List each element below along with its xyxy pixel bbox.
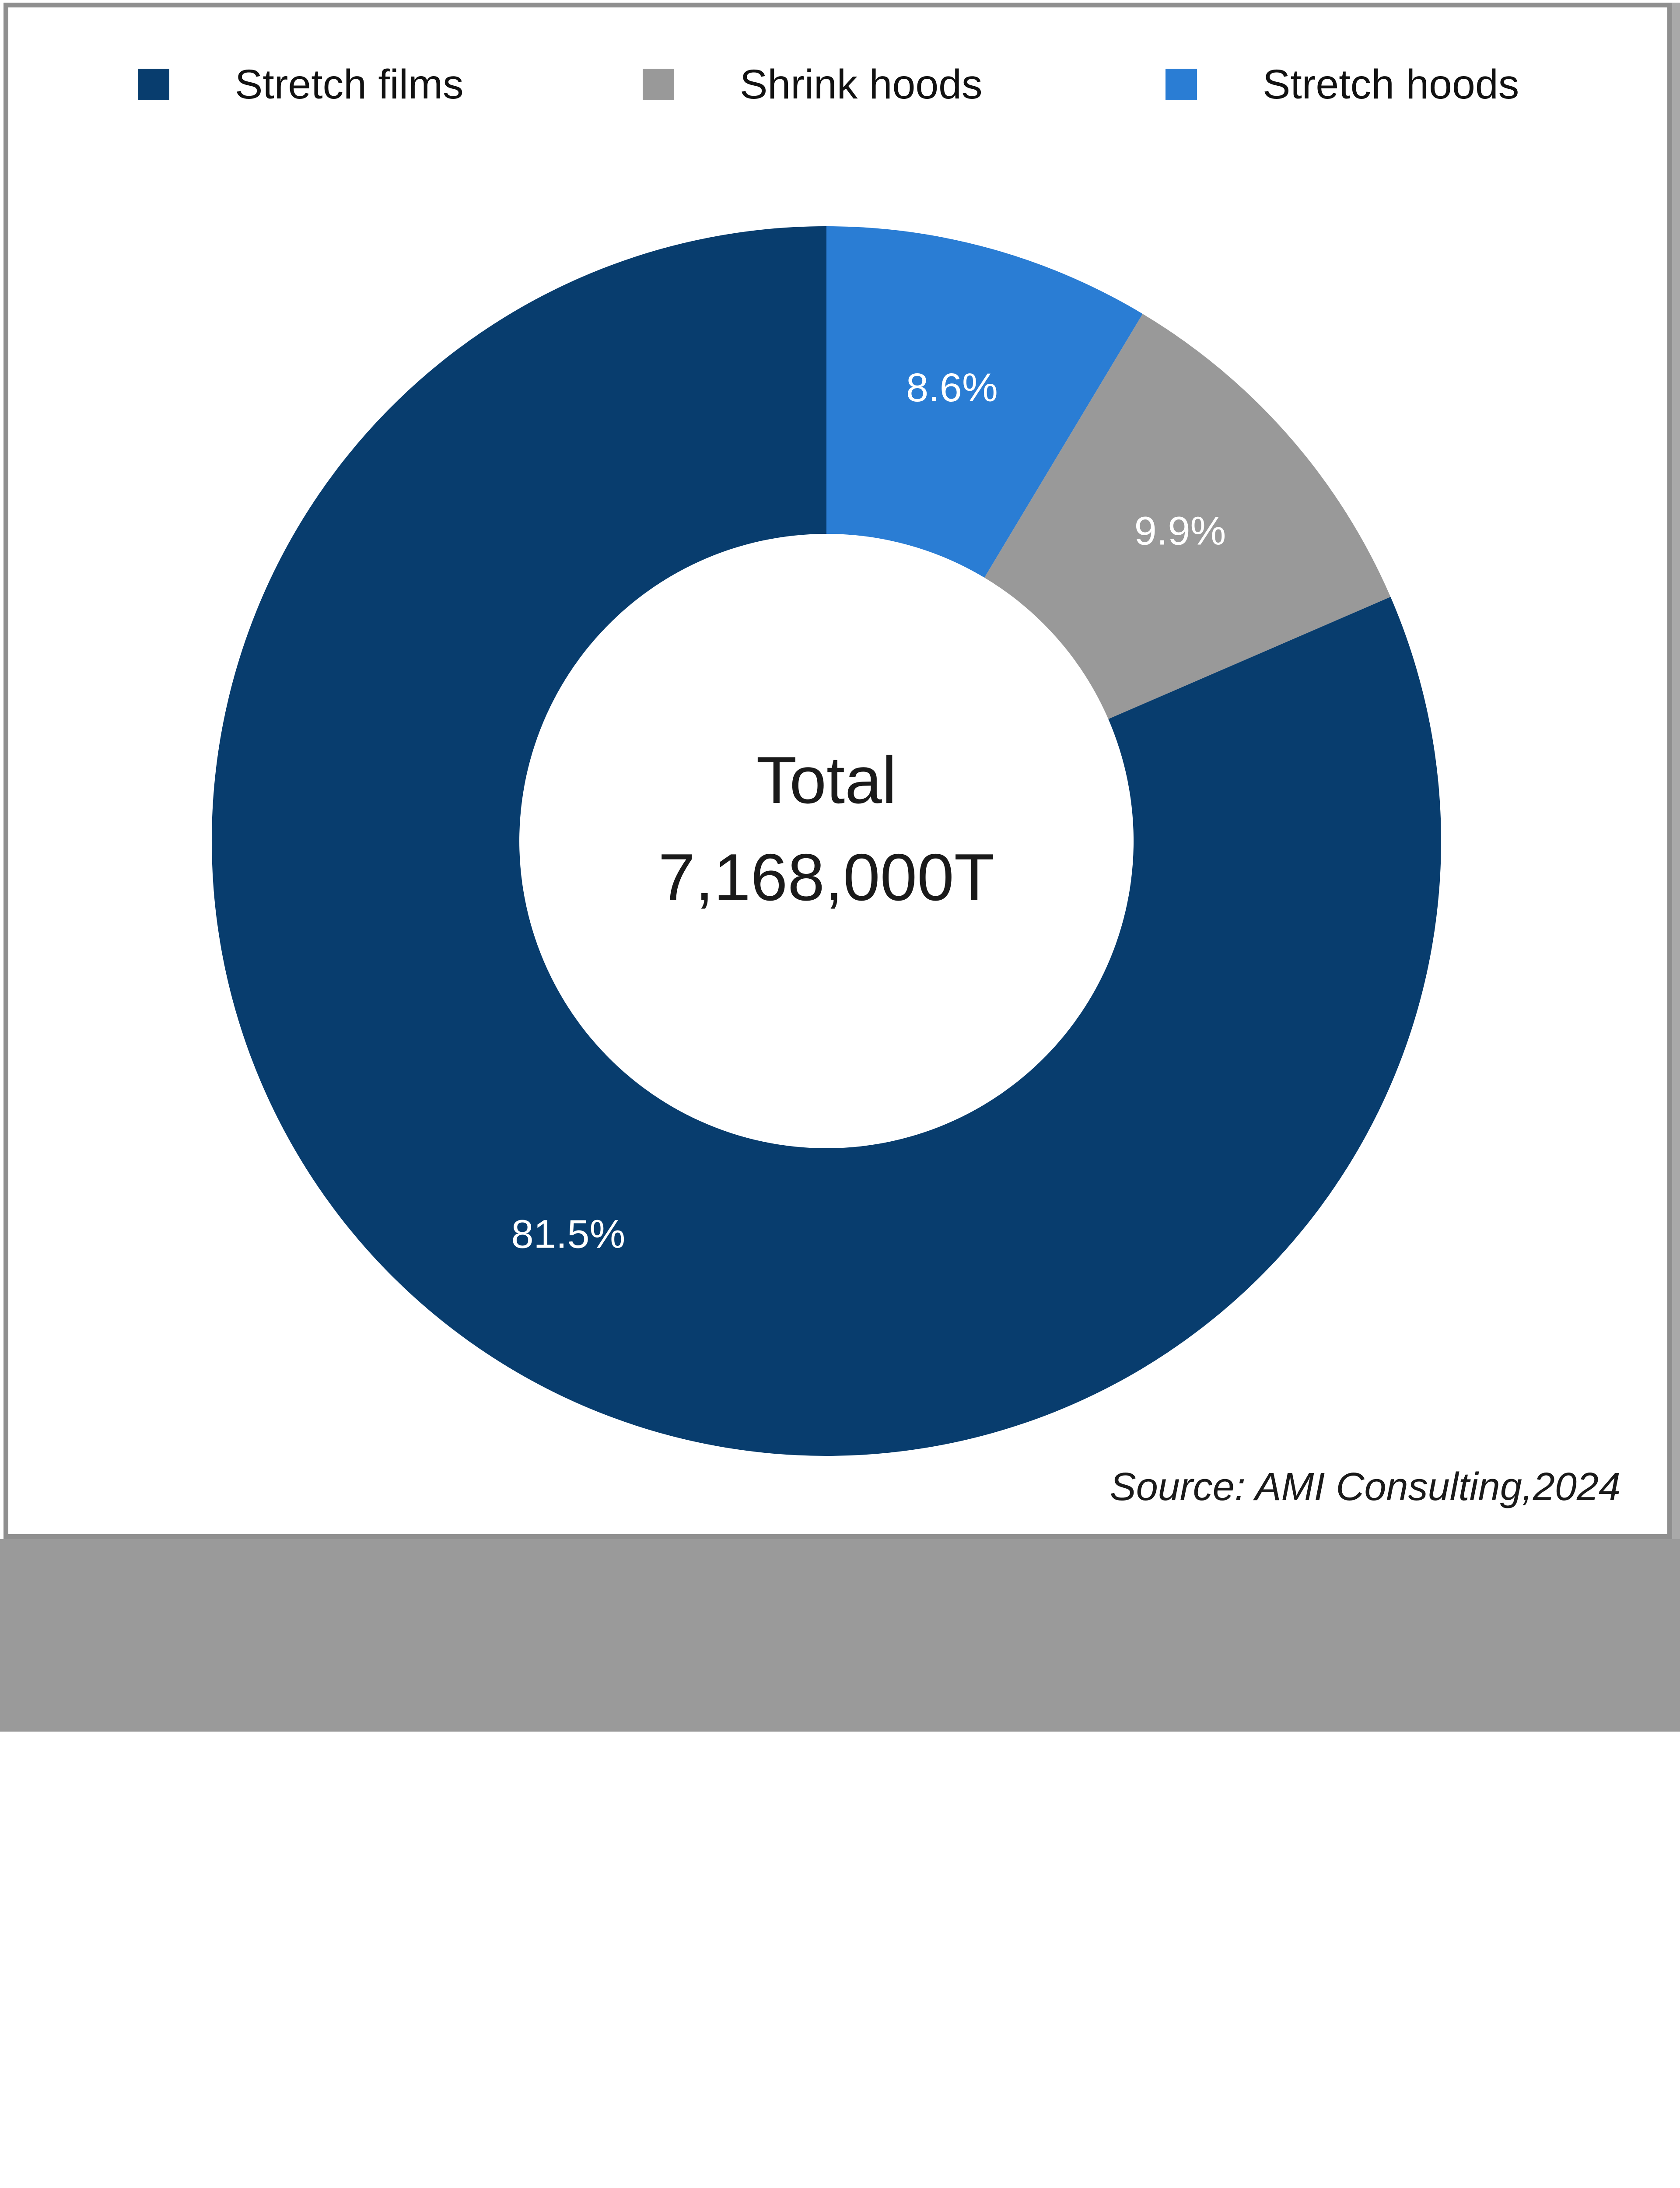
legend-label-stretch-films: Stretch films [235,61,464,108]
legend-label-stretch-hoods: Stretch hoods [1263,61,1519,108]
legend-item-stretch-films: Stretch films [138,63,464,105]
caption-band: Figure 1 Palletisation films market by f… [0,1539,1680,1732]
chart-legend: Stretch films Shrink hoods Stretch hoods [8,63,1680,105]
chart-panel: Stretch films Shrink hoods Stretch hoods… [4,3,1672,1539]
legend-swatch-stretch-hoods [1166,69,1197,100]
figure-page: { "legend": { "items": [ {"label": "Stre… [0,3,1680,1732]
slice-label-stretch-films: 81.5% [511,1212,625,1256]
donut-chart: 8.6% 9.9% 81.5% [211,226,1441,1456]
donut-center-title: Total [756,743,897,817]
slice-shrink-hoods [984,314,1391,719]
source-note: Source: AMI Consulting,2024 [1110,1465,1620,1509]
legend-swatch-stretch-films [138,69,169,100]
slice-label-stretch-hoods: 8.6% [906,365,998,410]
legend-label-shrink-hoods: Shrink hoods [740,61,983,108]
slice-label-shrink-hoods: 9.9% [1134,509,1226,554]
slice-stretch-films [211,226,1441,1456]
legend-item-stretch-hoods: Stretch hoods [1166,63,1519,105]
panel-shadow [1672,3,1680,1539]
legend-item-shrink-hoods: Shrink hoods [643,63,983,105]
donut-center-value: 7,168,000T [658,840,995,915]
legend-swatch-shrink-hoods [643,69,674,100]
slice-stretch-hoods [826,226,1143,578]
